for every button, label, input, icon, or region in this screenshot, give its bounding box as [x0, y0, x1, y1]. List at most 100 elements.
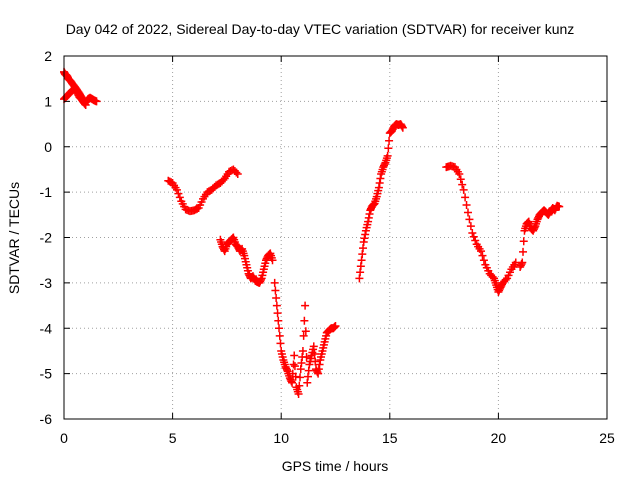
data-point: [468, 228, 477, 237]
data-point: [275, 324, 284, 333]
data-point-interp: [241, 257, 250, 266]
data-point-interp: [171, 183, 180, 192]
data-point-interp: [519, 247, 528, 256]
data-point-interp: [475, 244, 484, 253]
data-point-interp: [273, 309, 282, 318]
data-point-interp: [175, 193, 184, 202]
data-point-interp: [491, 278, 500, 287]
data-point-interp: [300, 316, 309, 325]
data-point: [459, 185, 468, 194]
data-point-interp: [479, 256, 488, 265]
data-point-interp: [501, 275, 510, 284]
data-point-interp: [309, 345, 318, 354]
x-tick-label: 25: [599, 430, 615, 446]
data-point: [301, 301, 310, 310]
data-point-interp: [204, 187, 213, 196]
data-point-interp: [530, 223, 539, 232]
data-point-interp: [462, 200, 471, 209]
data-point-interp: [356, 262, 365, 271]
data-point-interp: [361, 230, 370, 239]
x-tick-label: 10: [273, 430, 289, 446]
data-point-interp: [274, 316, 283, 325]
data-point-interp: [282, 365, 291, 374]
data-point-interp: [280, 360, 289, 369]
data-point-interp: [469, 232, 478, 241]
data-point-interp: [289, 360, 298, 369]
data-point-interp: [456, 175, 465, 184]
data-point-interp: [287, 377, 296, 386]
data-point-interp: [398, 122, 407, 131]
data-point-interp: [91, 97, 100, 106]
data-point: [463, 208, 472, 217]
data-point-interp: [554, 202, 563, 211]
data-point-interp: [365, 210, 374, 219]
data-point-interp: [296, 373, 305, 382]
data-point-interp: [306, 354, 315, 363]
data-point-interp: [209, 184, 218, 193]
data-point-interp: [317, 349, 326, 358]
data-point-interp: [319, 340, 328, 349]
data-point-interp: [230, 166, 239, 175]
x-axis-label: GPS time / hours: [282, 458, 389, 474]
plot-frame: [63, 55, 608, 420]
data-point-interp: [315, 360, 324, 369]
data-point-interp: [384, 144, 393, 153]
data-point-interp: [213, 180, 222, 189]
y-tick-label: -4: [40, 320, 53, 336]
data-point-interp: [232, 168, 241, 177]
data-point-interp: [505, 268, 514, 277]
data-point-interp: [174, 189, 183, 198]
data-points: [60, 67, 564, 399]
chart-title: Day 042 of 2022, Sidereal Day-to-day VTE…: [66, 21, 575, 37]
y-axis-ticks: 2 1 0 -1 -2 -3 -4 -5 -6: [40, 48, 607, 427]
data-point-interp: [453, 167, 462, 176]
data-point-interp: [243, 266, 252, 275]
x-tick-label: 0: [60, 430, 68, 446]
data-point-interp: [374, 186, 383, 195]
data-point-interp: [461, 193, 470, 202]
data-point-interp: [299, 331, 308, 340]
data-point-interp: [302, 352, 311, 361]
data-point-interp: [293, 387, 302, 396]
data-point-interp: [304, 366, 313, 375]
data-point-interp: [267, 253, 276, 262]
data-point-interp: [272, 294, 281, 302]
y-axis-label: SDTVAR / TECUs: [6, 182, 22, 294]
x-tick-label: 15: [382, 430, 398, 446]
data-point-interp: [372, 194, 381, 203]
data-point-interp: [330, 322, 339, 331]
data-point-interp: [217, 177, 226, 186]
data-point-interp: [466, 222, 475, 231]
data-point-interp: [510, 260, 519, 269]
data-point-interp: [465, 215, 474, 224]
data-point-interp: [295, 381, 304, 390]
data-point-interp: [256, 275, 265, 284]
data-point-interp: [301, 327, 310, 336]
y-tick-label: -1: [40, 184, 53, 200]
data-point-interp: [478, 251, 487, 260]
x-tick-label: 20: [491, 430, 507, 446]
y-tick-label: 2: [44, 48, 52, 64]
data-point-interp: [80, 100, 89, 109]
data-point-interp: [191, 205, 200, 214]
y-tick-label: -5: [40, 366, 53, 382]
data-point-interp: [291, 372, 300, 381]
data-point: [272, 301, 281, 310]
data-point-interp: [458, 180, 467, 189]
data-point-interp: [519, 237, 528, 246]
data-point-interp: [165, 177, 174, 186]
data-point: [270, 278, 279, 287]
data-point-interp: [532, 217, 541, 226]
y-tick-label: -2: [40, 230, 53, 246]
data-point-interp: [380, 160, 389, 169]
data-point-interp: [378, 165, 387, 174]
data-point-interp: [363, 220, 372, 229]
y-tick-label: -6: [40, 411, 53, 427]
data-point-interp: [500, 277, 509, 286]
grid-lines: [64, 56, 607, 419]
data-point-interp: [385, 136, 394, 145]
data-point-interp: [271, 286, 280, 295]
data-point: [290, 351, 299, 360]
data-point-interp: [261, 259, 270, 268]
data-point-interp: [275, 331, 284, 340]
